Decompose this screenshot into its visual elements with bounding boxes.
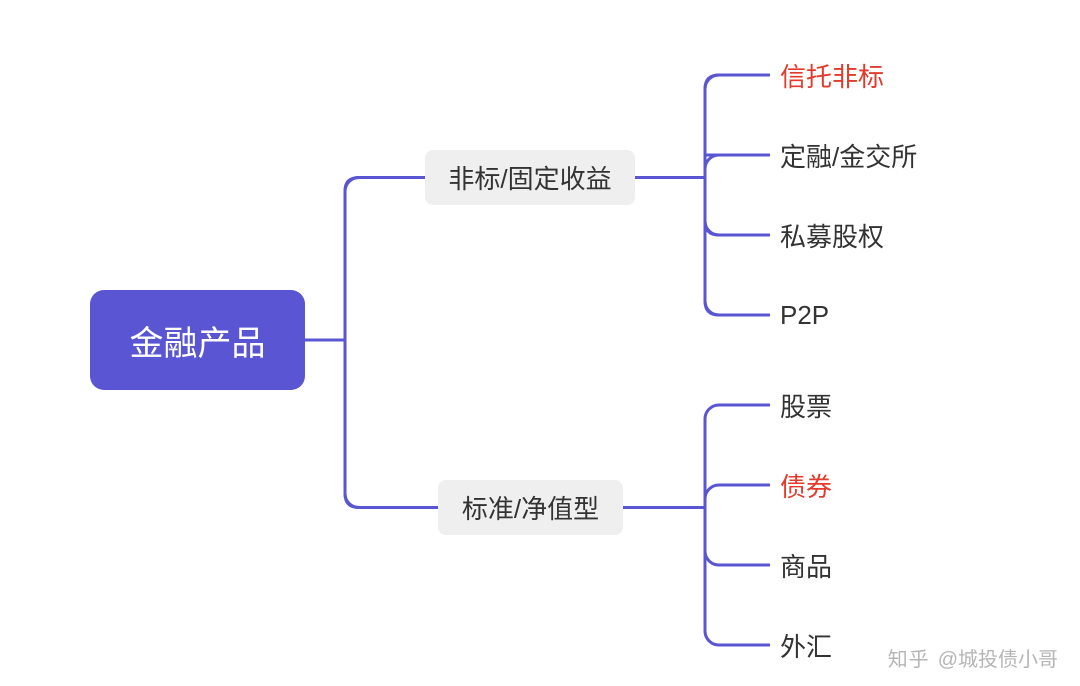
leaf-node: P2P: [780, 299, 829, 331]
leaf-label: 信托非标: [780, 57, 884, 94]
mid-node-nonstandard: 非标/固定收益: [425, 150, 635, 205]
leaf-node: 信托非标: [780, 59, 884, 91]
leaf-node: 债券: [780, 469, 832, 501]
leaf-label: 私募股权: [780, 217, 884, 254]
root-node: 金融产品: [90, 290, 305, 390]
leaf-label: 商品: [780, 547, 832, 584]
leaf-label: 债券: [780, 467, 832, 504]
leaf-node: 私募股权: [780, 219, 884, 251]
watermark: 知乎 @城投债小哥: [888, 643, 1058, 672]
watermark-author: @城投债小哥: [938, 643, 1058, 672]
leaf-label: 股票: [780, 387, 832, 424]
leaf-label: P2P: [780, 300, 829, 331]
leaf-label: 定融/金交所: [780, 137, 917, 174]
watermark-brand: 知乎: [888, 643, 930, 672]
leaf-node: 外汇: [780, 629, 832, 661]
mid-label: 非标/固定收益: [448, 159, 611, 196]
mid-label: 标准/净值型: [462, 489, 599, 526]
leaf-node: 定融/金交所: [780, 139, 917, 171]
mid-node-standard: 标准/净值型: [438, 480, 623, 535]
root-label: 金融产品: [130, 316, 266, 365]
leaf-node: 股票: [780, 389, 832, 421]
leaf-label: 外汇: [780, 627, 832, 664]
leaf-node: 商品: [780, 549, 832, 581]
